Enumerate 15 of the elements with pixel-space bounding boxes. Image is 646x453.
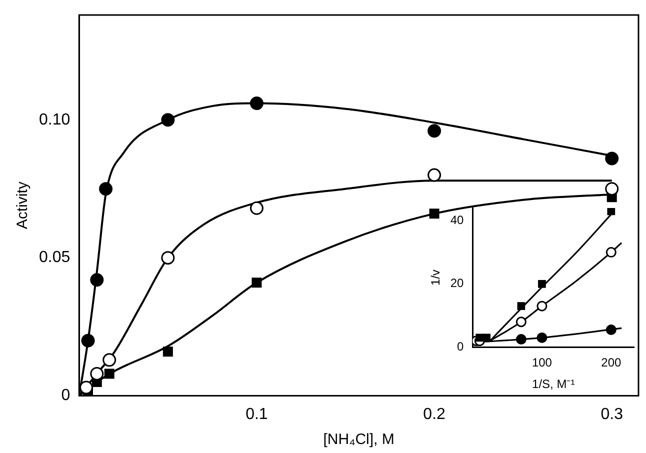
y-tick-label: 20 xyxy=(450,276,464,290)
x-axis-title: 1/S, M⁻¹ xyxy=(532,377,575,392)
y-axis-title: 1/v xyxy=(428,270,443,286)
x-tick-label: 200 xyxy=(601,356,622,370)
y-tick-label: 40 xyxy=(450,212,464,227)
y-tick-label: 0 xyxy=(457,340,464,354)
x-tick-label: 0.2 xyxy=(423,406,446,423)
y-tick-label: 0.05 xyxy=(39,249,70,266)
y-axis-title: Activity xyxy=(14,181,32,230)
x-axis-title: [NH₄Cl], M xyxy=(323,431,394,448)
y-tick-label: 0 xyxy=(61,387,70,404)
x-tick-label: 100 xyxy=(532,356,552,370)
y-tick-label: 0.10 xyxy=(39,111,70,128)
x-tick-label: 0.1 xyxy=(246,406,268,423)
x-tick-label: 0.3 xyxy=(600,406,624,423)
